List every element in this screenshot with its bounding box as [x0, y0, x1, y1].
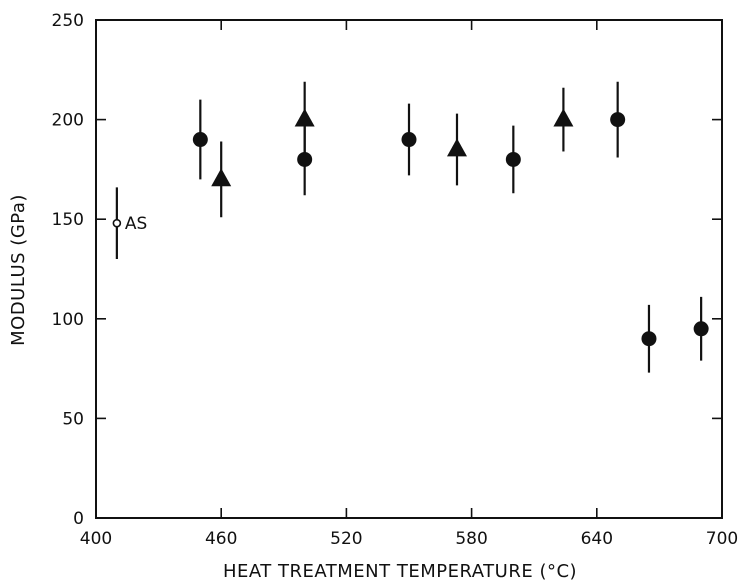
data-point-circle — [297, 151, 313, 167]
data-point-triangle — [211, 168, 232, 187]
data-point-triangle — [553, 108, 574, 127]
y-tick-label: 100 — [52, 310, 84, 330]
ticks: 400 460 520 580 640 700 0 50 100 150 200 250 — [52, 11, 739, 549]
x-tick-label: 400 — [80, 529, 112, 549]
x-tick-label: 640 — [581, 529, 613, 549]
x-tick-label: 580 — [455, 529, 487, 549]
y-axis-title: MODULUS (GPa) — [8, 194, 29, 346]
x-tick-label: 700 — [706, 529, 738, 549]
data-point-triangle — [446, 138, 467, 157]
data-point-circle — [401, 132, 417, 148]
data-point-circle — [610, 112, 626, 128]
data-point-circle — [693, 321, 709, 337]
y-tick-label: 200 — [52, 111, 84, 131]
x-tick-label: 460 — [205, 529, 237, 549]
y-tick-label: 0 — [73, 509, 84, 529]
plot-frame — [95, 19, 723, 519]
y-tick-label: 250 — [52, 11, 84, 31]
axes — [95, 19, 723, 519]
data-marks: AS — [112, 81, 709, 373]
data-point-triangle — [294, 108, 315, 127]
data-point-circle — [192, 132, 208, 148]
x-tick-label: 520 — [330, 529, 362, 549]
data-point-circle — [505, 151, 521, 167]
x-axis-title: HEAT TREATMENT TEMPERATURE (°C) — [223, 561, 577, 582]
data-point-open-circle — [112, 218, 122, 228]
annotation-label: AS — [125, 214, 147, 234]
y-tick-label: 150 — [52, 210, 84, 230]
y-tick-label: 50 — [62, 409, 84, 429]
data-point-circle — [641, 331, 657, 347]
